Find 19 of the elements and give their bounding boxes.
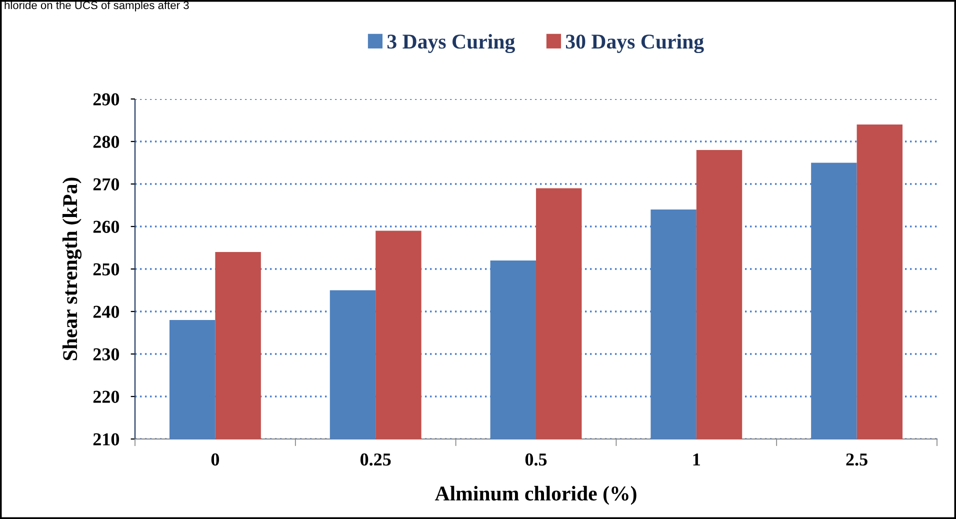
y-tick-label: 260 (93, 220, 120, 233)
y-tick-label: 290 (93, 93, 120, 106)
y-axis-title: Shear strength (kPa) (62, 178, 82, 360)
x-tick-label: 0.25 (360, 453, 391, 466)
y-tick-label: 220 (93, 390, 120, 403)
y-tick-label: 250 (93, 263, 120, 276)
legend-label: 3 Days Curing (387, 34, 515, 54)
legend-label: 30 Days Curing (566, 34, 704, 54)
x-tick-label: 1 (693, 454, 700, 466)
x-tick-label: 2.5 (846, 453, 868, 466)
y-tick-label: 280 (93, 136, 120, 148)
y-tick-label: 210 (93, 433, 120, 446)
y-tick-label: 270 (93, 178, 120, 190)
x-axis-title: Alminum chloride (%) (434, 486, 636, 505)
x-tick-label: 0 (211, 453, 220, 466)
x-tick-label: 0.5 (525, 453, 547, 466)
y-tick-label: 240 (93, 306, 120, 318)
y-tick-label: 230 (93, 348, 120, 360)
text: hloride on the UCS of samples after 3 (4, 1, 189, 12)
